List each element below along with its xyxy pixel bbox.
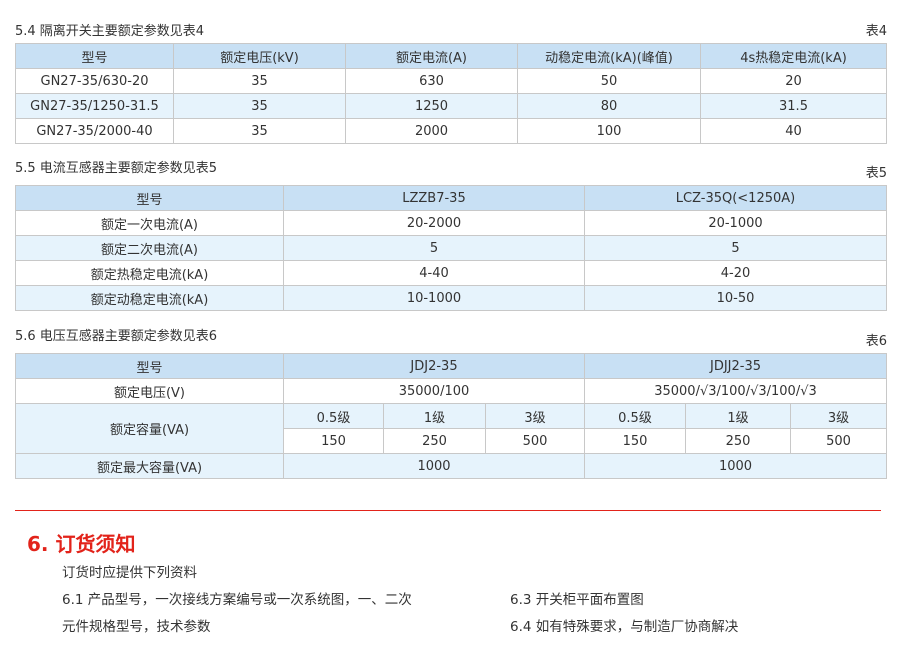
- cell: 1000: [283, 453, 585, 479]
- table-row: 额定热稳定电流(kA) 4-40 4-20: [15, 260, 887, 286]
- cell: 20-1000: [584, 210, 887, 236]
- order-intro: 订货时应提供下列资料: [62, 565, 197, 581]
- cell: 额定动稳定电流(kA): [15, 285, 284, 311]
- table4-disconnector: 型号 额定电压(kV) 额定电流(A) 动稳定电流(kA)(峰值) 4s热稳定电流(kA…: [15, 43, 887, 144]
- header-cell: 动稳定电流(kA)(峰值): [517, 43, 701, 69]
- cell: 10-50: [584, 285, 887, 311]
- cell: GN27-35/630-20: [15, 68, 174, 94]
- header-cell: 型号: [15, 43, 174, 69]
- cell: 1250: [345, 93, 518, 119]
- table-row: 额定二次电流(A) 5 5: [15, 235, 887, 261]
- cell: 0.5级: [283, 403, 384, 429]
- header-cell: JDJJ2-35: [584, 353, 887, 379]
- table-row: GN27-35/630-20 35 630 50 20: [15, 68, 887, 94]
- header-cell: 额定电压(kV): [173, 43, 346, 69]
- table-header-row: 型号 LZZB7-35 LCZ-35Q(<1250A): [15, 185, 887, 211]
- header-cell: 4s热稳定电流(kA): [700, 43, 887, 69]
- cell: 150: [283, 428, 384, 454]
- cell: 3级: [485, 403, 585, 429]
- header-cell: 额定电流(A): [345, 43, 518, 69]
- section-divider: [15, 510, 881, 511]
- cell: 1级: [685, 403, 791, 429]
- cell: 100: [517, 118, 701, 144]
- table5-title: 5.5 电流互感器主要额定参数见表5: [15, 161, 218, 176]
- cell: 35: [173, 93, 346, 119]
- table5-number: 表5: [865, 166, 887, 181]
- table-row: 额定电压(V) 35000/100 35000/√3/100/√3/100/√3: [15, 378, 887, 404]
- table6-voltage-transformer: 型号 JDJ2-35 JDJJ2-35 额定电压(V) 35000/100 35000/…: [15, 353, 887, 479]
- cell: 500: [790, 428, 887, 454]
- cell: 5: [584, 235, 887, 261]
- table-row: 额定一次电流(A) 20-2000 20-1000: [15, 210, 887, 236]
- cell: 20: [700, 68, 887, 94]
- order-item-6-1-cont: 元件规格型号，技术参数: [62, 619, 211, 635]
- table-row: 150 250 500 150 250 500: [16, 428, 887, 454]
- cell: 630: [345, 68, 518, 94]
- table5-current-transformer: 型号 LZZB7-35 LCZ-35Q(<1250A) 额定一次电流(A) 20-20…: [15, 185, 887, 311]
- table-row: 额定容量(VA) 0.5级 1级 3级 0.5级 1级 3级: [15, 403, 887, 454]
- cell: 4-40: [283, 260, 585, 286]
- cell: 额定容量(VA): [15, 403, 284, 454]
- cell: 500: [485, 428, 585, 454]
- table-header-row: 型号 额定电压(kV) 额定电流(A) 动稳定电流(kA)(峰值) 4s热稳定电流(kA…: [15, 43, 887, 69]
- cell: 1级: [383, 403, 486, 429]
- cell: 额定最大容量(VA): [15, 453, 284, 479]
- section-heading: 6. 订货须知: [27, 532, 136, 556]
- cell: 3级: [790, 403, 887, 429]
- table-row: 额定动稳定电流(kA) 10-1000 10-50: [15, 285, 887, 311]
- cell: 35000/√3/100/√3/100/√3: [584, 378, 887, 404]
- cell: 4-20: [584, 260, 887, 286]
- cell: GN27-35/2000-40: [15, 118, 174, 144]
- cell: 40: [700, 118, 887, 144]
- cell: 35000/100: [283, 378, 585, 404]
- order-item-6-4: 6.4 如有特殊要求，与制造厂协商解决: [510, 619, 739, 635]
- table-row: GN27-35/1250-31.5 35 1250 80 31.5: [15, 93, 887, 119]
- cell: 35: [173, 68, 346, 94]
- cell: 10-1000: [283, 285, 585, 311]
- header-cell: 型号: [15, 185, 284, 211]
- table6-title: 5.6 电压互感器主要额定参数见表6: [15, 329, 218, 344]
- cell: GN27-35/1250-31.5: [15, 93, 174, 119]
- order-item-6-1: 6.1 产品型号，一次接线方案编号或一次系统图，一、二次: [62, 592, 412, 608]
- cell: 20-2000: [283, 210, 585, 236]
- cell: 额定热稳定电流(kA): [15, 260, 284, 286]
- table4-title: 5.4 隔离开关主要额定参数见表4: [15, 24, 205, 39]
- cell: 250: [685, 428, 791, 454]
- cell: 31.5: [700, 93, 887, 119]
- cell: 额定二次电流(A): [15, 235, 284, 261]
- cell: 250: [383, 428, 486, 454]
- cell: 150: [584, 428, 686, 454]
- header-cell: LCZ-35Q(<1250A): [584, 185, 887, 211]
- table6-number: 表6: [865, 334, 887, 349]
- cell: 0.5级: [584, 403, 686, 429]
- cell: 2000: [345, 118, 518, 144]
- cell: 额定一次电流(A): [15, 210, 284, 236]
- order-item-6-3: 6.3 开关柜平面布置图: [510, 592, 644, 608]
- cell: 5: [283, 235, 585, 261]
- table4-number: 表4: [865, 24, 887, 39]
- cell: 额定电压(V): [15, 378, 284, 404]
- table-row: GN27-35/2000-40 35 2000 100 40: [15, 118, 887, 144]
- table-row: 额定最大容量(VA) 1000 1000: [15, 453, 887, 479]
- cell: 1000: [584, 453, 887, 479]
- cell: 35: [173, 118, 346, 144]
- cell: 80: [517, 93, 701, 119]
- cell: 50: [517, 68, 701, 94]
- table-header-row: 型号 JDJ2-35 JDJJ2-35: [15, 353, 887, 379]
- header-cell: JDJ2-35: [283, 353, 585, 379]
- header-cell: 型号: [15, 353, 284, 379]
- header-cell: LZZB7-35: [283, 185, 585, 211]
